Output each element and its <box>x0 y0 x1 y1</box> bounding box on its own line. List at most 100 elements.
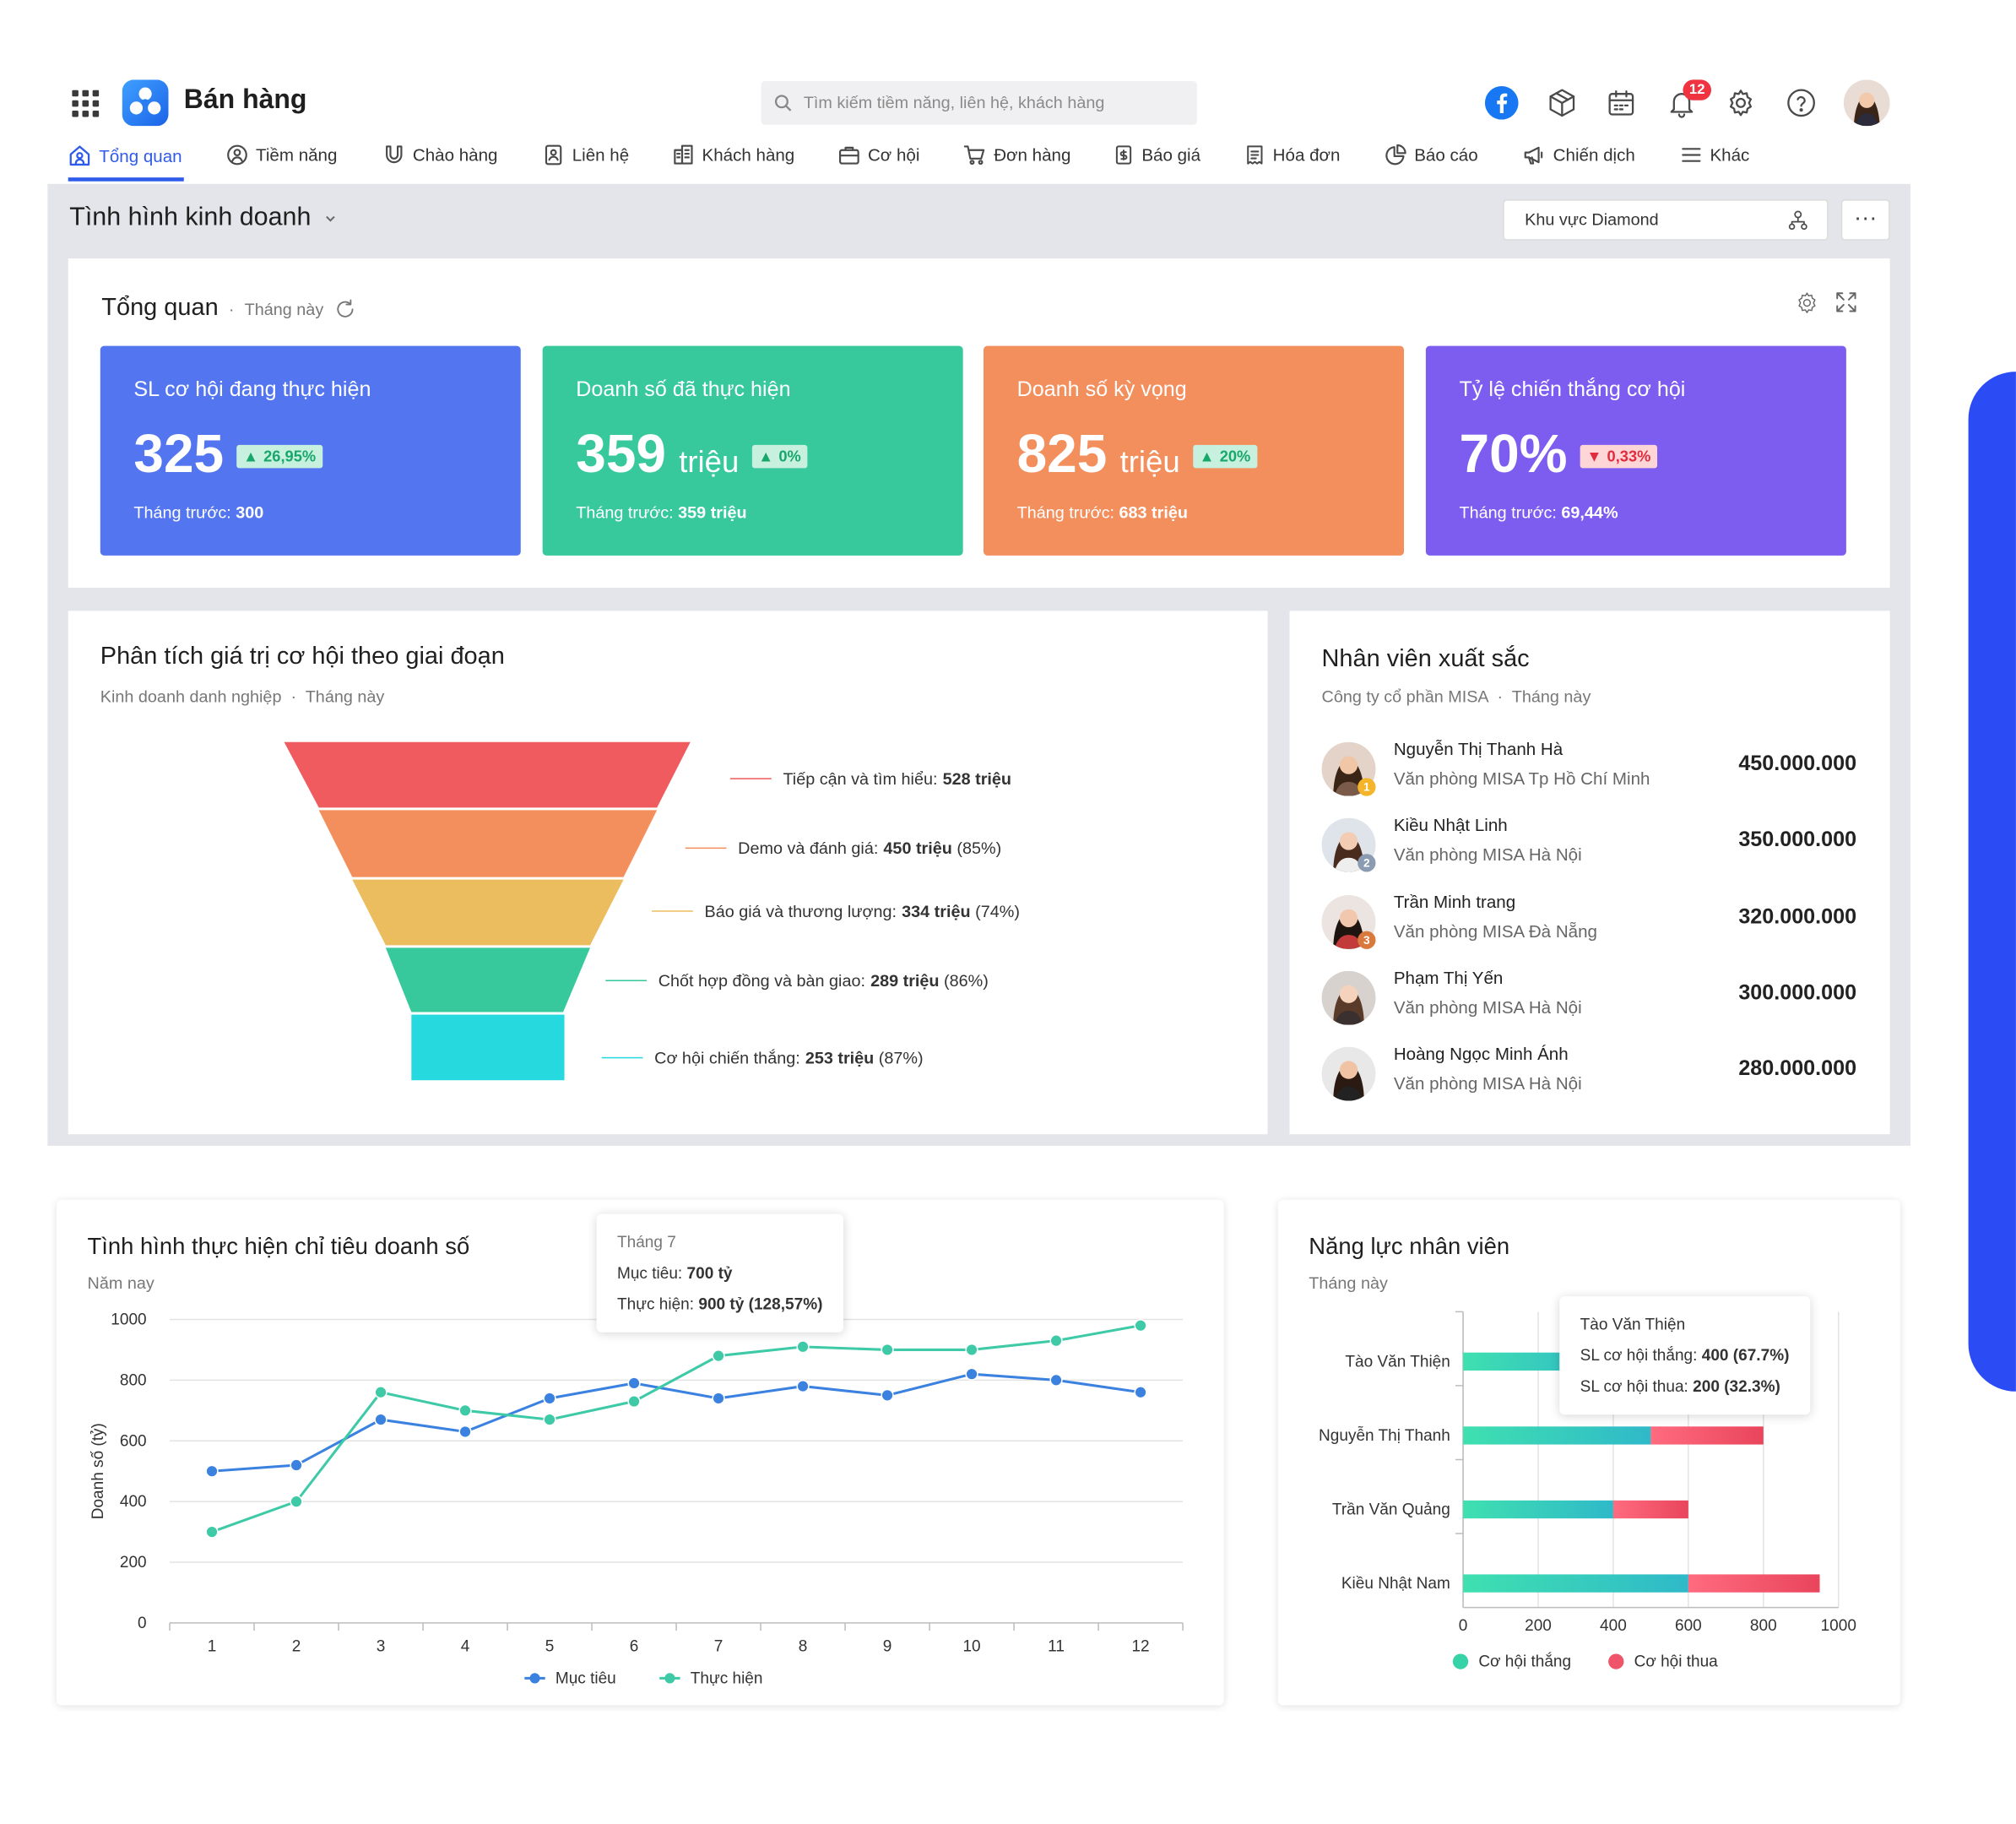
employee-office: Văn phòng MISA Tp Hồ Chí Minh <box>1393 768 1650 789</box>
region-select[interactable]: Khu vực Diamond <box>1503 199 1829 241</box>
x-tick-label: 8 <box>799 1637 808 1655</box>
global-search-input[interactable]: Tìm kiếm tiềm năng, liên hệ, khách hàng <box>761 80 1197 125</box>
funnel-stage-3[interactable] <box>352 879 624 946</box>
notification-count-badge: 12 <box>1683 79 1711 100</box>
tab-hoa-don[interactable]: Hóa đơn <box>1244 144 1340 166</box>
tab-bao-cao[interactable]: Báo cáo <box>1385 144 1478 166</box>
data-point <box>627 1376 641 1390</box>
app-logo-icon <box>122 79 169 132</box>
employee-row[interactable]: Phạm Thị Yến Văn phòng MISA Hà Nội 300.0… <box>1321 969 1862 1030</box>
funnel-stage-4[interactable] <box>385 947 591 1012</box>
kpi-value: 70% ▼ 0,33% <box>1459 423 1657 485</box>
target-icon <box>227 144 247 166</box>
kpi-change-badge: ▲ 20% <box>1192 444 1257 469</box>
contact-card-icon <box>545 144 562 166</box>
funnel-stage-5[interactable] <box>411 1014 565 1081</box>
employee-row[interactable]: 2 Kiều Nhật Linh Văn phòng MISA Hà Nội 3… <box>1321 816 1862 877</box>
card-settings-gear-icon[interactable] <box>1795 290 1819 322</box>
help-icon[interactable] <box>1786 88 1817 125</box>
data-point <box>796 1340 810 1354</box>
bar-segment <box>1612 1500 1688 1519</box>
app-grid-icon[interactable] <box>72 90 100 124</box>
expand-icon[interactable] <box>1834 290 1857 320</box>
tab-don-hang[interactable]: Đơn hàng <box>963 144 1070 166</box>
capability-title: Năng lực nhân viên <box>1309 1233 1510 1259</box>
legend-label: Cơ hội thắng <box>1478 1653 1571 1671</box>
x-tick-label: 5 <box>545 1637 555 1655</box>
data-point <box>543 1392 556 1405</box>
bar-segment <box>1463 1426 1651 1445</box>
legend-label: Cơ hội thua <box>1634 1653 1719 1671</box>
calendar-icon[interactable] <box>1606 88 1637 125</box>
tab-label: Liên hệ <box>572 145 630 165</box>
kpi-expected-revenue[interactable]: Doanh số kỳ vọng 825 triệu ▲ 20% Tháng trư… <box>984 345 1405 556</box>
more-options-button[interactable]: ··· <box>1840 199 1890 241</box>
y-tick-label: 200 <box>120 1554 147 1572</box>
tab-lien-he[interactable]: Liên hệ <box>543 144 629 166</box>
megaphone-icon <box>1524 146 1543 165</box>
kpi-opportunities-in-progress[interactable]: SL cơ hội đang thực hiện 325 ▲ 26,95% Thá… <box>100 345 521 556</box>
series-line <box>211 1372 1141 1473</box>
x-tick-label: 4 <box>461 1637 470 1655</box>
tab-tong-quan[interactable]: Tổng quan <box>68 144 182 167</box>
data-point <box>627 1394 641 1409</box>
bar-segment <box>1463 1574 1688 1593</box>
kpi-previous: Tháng trước: 683 triệu <box>1016 502 1188 523</box>
rank-badge: 3 <box>1358 931 1376 949</box>
kpi-win-rate[interactable]: Tỷ lệ chiến thắng cơ hội 70% ▼ 0,33% Thán… <box>1425 345 1846 556</box>
active-tab-indicator <box>68 177 184 182</box>
employee-row[interactable]: Hoàng Ngọc Minh Ánh Văn phòng MISA Hà Nộ… <box>1321 1045 1862 1106</box>
menu-lines-icon <box>1682 148 1701 162</box>
employee-amount: 450.000.000 <box>1738 752 1857 776</box>
employee-amount: 280.000.000 <box>1738 1056 1857 1081</box>
page-title-dropdown[interactable]: Tình hình kinh doanh <box>69 204 337 233</box>
user-avatar[interactable] <box>1843 79 1890 127</box>
funnel-title: Phân tích giá trị cơ hội theo giai đoạn <box>100 643 505 670</box>
cart-icon <box>963 145 985 166</box>
funnel-stage-1[interactable] <box>284 741 691 808</box>
facebook-icon[interactable] <box>1484 86 1519 126</box>
bar-segment <box>1688 1574 1820 1593</box>
tab-chao-hang[interactable]: Chào hàng <box>383 144 498 166</box>
employee-row[interactable]: 1 Nguyễn Thị Thanh Hà Văn phòng MISA Tp … <box>1321 740 1862 801</box>
overview-header: Tổng quan · Tháng này <box>101 295 355 323</box>
employee-amount: 350.000.000 <box>1738 828 1857 852</box>
sales-target-subtitle: Năm nay <box>87 1273 154 1293</box>
x-tick-label: 3 <box>377 1637 386 1655</box>
data-point <box>290 1458 303 1472</box>
tab-label: Hóa đơn <box>1272 145 1341 165</box>
org-tree-icon <box>1788 210 1807 231</box>
data-point <box>290 1495 303 1508</box>
page-title: Tình hình kinh doanh <box>69 203 312 232</box>
tab-chien-dich[interactable]: Chiến dịch <box>1522 144 1635 166</box>
refresh-icon[interactable] <box>333 298 355 320</box>
funnel-stage-2[interactable] <box>318 810 658 877</box>
funnel-chart <box>284 741 691 1081</box>
funnel-card <box>68 611 1268 1135</box>
data-point <box>458 1403 472 1417</box>
tab-bao-gia[interactable]: Báo giá <box>1114 144 1200 166</box>
tab-label: Khác <box>1710 145 1750 165</box>
settings-gear-icon[interactable] <box>1726 88 1757 125</box>
kpi-title: Doanh số kỳ vọng <box>1016 377 1187 402</box>
funnel-label-4: Chốt hợp đồng và bàn giao: 289 triệu (86%… <box>605 971 989 991</box>
legend-marker <box>1608 1653 1624 1669</box>
series-line <box>211 1324 1141 1534</box>
tab-khach-hang[interactable]: Khách hàng <box>672 144 794 166</box>
tab-label: Chào hàng <box>412 145 498 165</box>
kpi-change-badge: ▲ 0% <box>751 444 808 469</box>
kpi-realized-revenue[interactable]: Doanh số đã thực hiện 359 triệu ▲ 0% Tháng… <box>542 345 963 556</box>
tab-khac[interactable]: Khác <box>1680 144 1749 166</box>
data-point <box>543 1413 556 1426</box>
sales-target-title: Tình hình thực hiện chỉ tiêu doanh số <box>87 1233 470 1259</box>
package-icon[interactable] <box>1547 88 1578 125</box>
tab-co-hoi[interactable]: Cơ hội <box>838 144 919 166</box>
tab-tiem-nang[interactable]: Tiềm năng <box>226 144 337 166</box>
x-tick-label: 1000 <box>1821 1617 1856 1635</box>
top-employees-title: Nhân viên xuất sắc <box>1321 645 1530 673</box>
chevron-down-icon <box>325 215 335 221</box>
employee-row[interactable]: 3 Trần Minh trang Văn phòng MISA Đà Nẵng… <box>1321 893 1862 954</box>
tab-label: Báo cáo <box>1414 145 1478 165</box>
data-point <box>881 1388 894 1402</box>
capability-subtitle: Tháng này <box>1309 1273 1388 1293</box>
